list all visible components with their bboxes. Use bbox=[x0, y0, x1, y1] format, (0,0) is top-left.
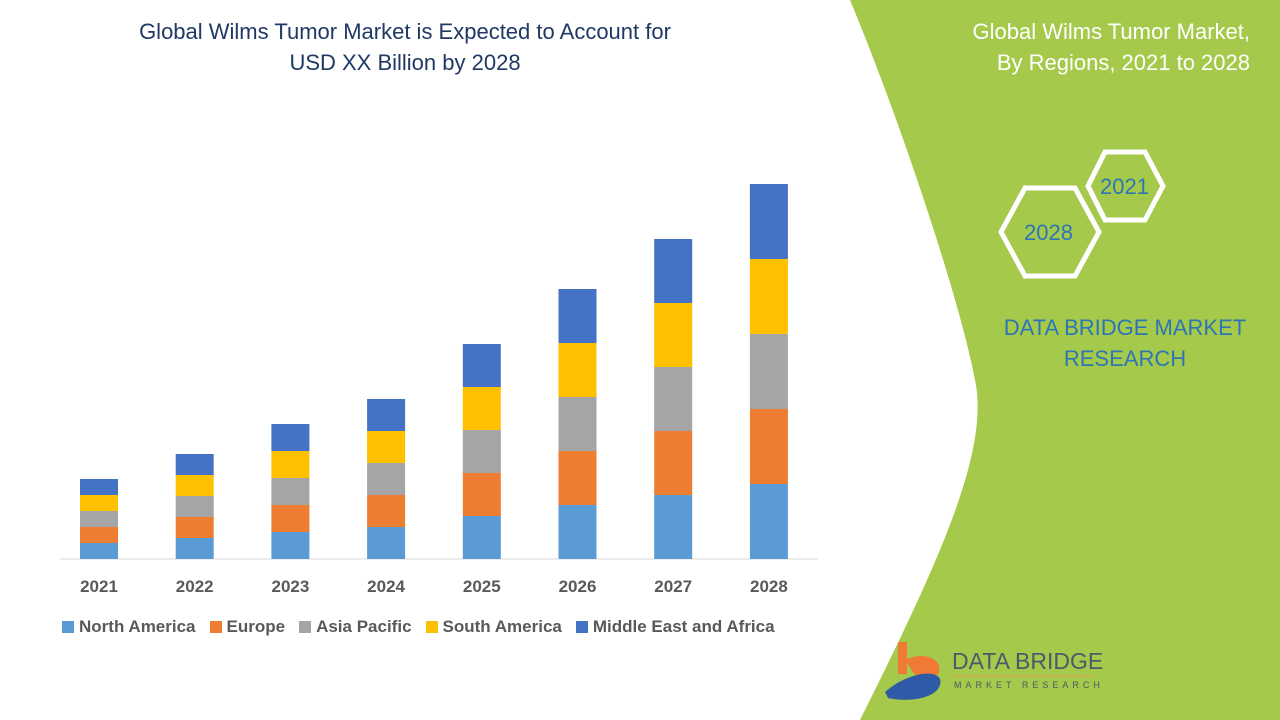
bar-2026-north-america bbox=[558, 505, 597, 559]
hex-year-2028: 2028 bbox=[1024, 220, 1073, 245]
legend-swatch bbox=[575, 621, 588, 633]
legend-swatch bbox=[209, 621, 222, 633]
x-tick-label: 2027 bbox=[654, 577, 692, 596]
legend-swatch bbox=[425, 621, 438, 633]
bar-2022-north-america bbox=[175, 538, 214, 559]
bar-2023-middle-east-and-africa bbox=[271, 424, 310, 451]
bar-2024-middle-east-and-africa bbox=[367, 399, 406, 431]
bar-2024-north-america bbox=[367, 527, 406, 559]
bar-2022-south-america bbox=[175, 475, 214, 496]
legend-label: Europe bbox=[226, 617, 286, 636]
title-line-2: USD XX Billion by 2028 bbox=[289, 50, 521, 75]
legend-label: Asia Pacific bbox=[316, 617, 412, 636]
x-tick-label: 2025 bbox=[463, 577, 501, 596]
legend-item: Middle East and Africa bbox=[575, 617, 775, 637]
logo-subtext: MARKET RESEARCH bbox=[954, 680, 1104, 690]
bar-2024-asia-pacific bbox=[367, 463, 406, 495]
x-tick-label: 2024 bbox=[367, 577, 405, 596]
legend-item: Europe bbox=[209, 617, 286, 637]
bar-2025-europe bbox=[462, 473, 501, 516]
logo-text: DATA BRIDGE bbox=[952, 648, 1104, 674]
bar-2022-asia-pacific bbox=[175, 496, 214, 517]
bar-2023-europe bbox=[271, 505, 310, 532]
legend-item: North America bbox=[62, 617, 196, 637]
legend-label: North America bbox=[79, 617, 196, 636]
legend-label: South America bbox=[442, 617, 562, 636]
x-tick-label: 2028 bbox=[750, 577, 788, 596]
legend-label: Middle East and Africa bbox=[592, 617, 775, 636]
hexagon-2021 bbox=[1085, 149, 1166, 223]
bar-2026-europe bbox=[558, 451, 597, 505]
bar-2024-south-america bbox=[367, 431, 406, 463]
bar-2025-middle-east-and-africa bbox=[462, 344, 501, 387]
side-title: Global Wilms Tumor Market, By Regions, 2… bbox=[900, 16, 1270, 78]
bar-2024-europe bbox=[367, 495, 406, 527]
bar-2026-middle-east-and-africa bbox=[558, 289, 597, 343]
bar-2022-middle-east-and-africa bbox=[175, 454, 214, 475]
bar-2028-south-america bbox=[749, 259, 788, 334]
brand-line-2: RESEARCH bbox=[1063, 346, 1187, 371]
x-tick-label: 2022 bbox=[176, 577, 214, 596]
legend: North America Europe Asia Pacific South Ame… bbox=[62, 617, 775, 637]
hex-year-2021: 2021 bbox=[1100, 174, 1149, 199]
x-tick-label: 2021 bbox=[80, 577, 118, 596]
bar-2021-north-america bbox=[80, 543, 118, 559]
bar-2028-middle-east-and-africa bbox=[749, 184, 788, 259]
bar-2021-europe bbox=[80, 527, 118, 543]
logo-icon bbox=[885, 642, 941, 700]
bar-2027-middle-east-and-africa bbox=[654, 239, 693, 303]
bar-2027-north-america bbox=[654, 495, 693, 559]
bar-2025-south-america bbox=[462, 387, 501, 430]
bar-2023-south-america bbox=[271, 451, 310, 478]
bar-2027-asia-pacific bbox=[654, 367, 693, 431]
legend-swatch bbox=[299, 621, 312, 633]
bar-2023-north-america bbox=[271, 532, 310, 559]
brand-line-1: DATA BRIDGE MARKET bbox=[1003, 315, 1247, 340]
bar-2027-south-america bbox=[654, 303, 693, 367]
bar-2021-middle-east-and-africa bbox=[80, 479, 118, 495]
bar-2022-europe bbox=[175, 517, 214, 538]
bar-2028-north-america bbox=[749, 484, 788, 559]
brand-text: DATA BRIDGE MARKET RESEARCH bbox=[990, 312, 1260, 374]
x-tick-label: 2026 bbox=[559, 577, 597, 596]
side-panel bbox=[850, 0, 1280, 720]
bar-2026-south-america bbox=[558, 343, 597, 397]
bar-2023-asia-pacific bbox=[271, 478, 310, 505]
side-title-line-2: By Regions, 2021 to 2028 bbox=[996, 50, 1250, 75]
bar-2027-europe bbox=[654, 431, 693, 495]
legend-item: Asia Pacific bbox=[299, 617, 412, 637]
bar-2026-asia-pacific bbox=[558, 397, 597, 451]
bar-2025-north-america bbox=[462, 516, 501, 559]
bar-2025-asia-pacific bbox=[462, 430, 501, 473]
x-tick-label: 2023 bbox=[271, 577, 309, 596]
legend-item: South America bbox=[425, 617, 562, 637]
chart-title: Global Wilms Tumor Market is Expected to… bbox=[60, 16, 750, 78]
legend-swatch bbox=[62, 621, 74, 633]
bar-2028-asia-pacific bbox=[749, 334, 788, 409]
bar-2028-europe bbox=[749, 409, 788, 484]
bar-2021-asia-pacific bbox=[80, 511, 118, 527]
hexagon-2028 bbox=[998, 185, 1102, 279]
bar-2021-south-america bbox=[80, 495, 118, 511]
side-title-line-1: Global Wilms Tumor Market, bbox=[972, 19, 1251, 44]
title-line-1: Global Wilms Tumor Market is Expected to… bbox=[139, 19, 671, 44]
